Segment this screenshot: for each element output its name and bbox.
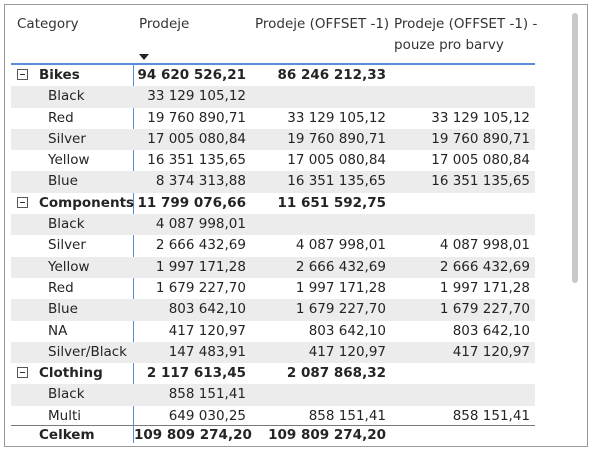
total-prodeje: 109 809 274,20	[134, 427, 252, 443]
prodeje-offset-cell: 2 087 868,32	[286, 365, 386, 382]
prodeje-offset-colors-cell: 417 120,97	[452, 343, 530, 360]
vertical-scrollbar[interactable]	[572, 13, 578, 283]
prodeje-offset-colors-cell: 17 005 080,84	[431, 152, 530, 169]
prodeje-cell: 1 679 227,70	[155, 279, 246, 296]
group-row[interactable]: Components 11 799 076,66 11 651 592,75	[11, 193, 535, 214]
table-row[interactable]: Black 33 129 105,12	[11, 86, 535, 108]
row-label: Red	[48, 279, 74, 296]
prodeje-cell: 16 351 135,65	[147, 152, 246, 169]
prodeje-offset-cell: 803 642,10	[308, 322, 386, 339]
collapse-minus-icon[interactable]	[17, 69, 28, 80]
prodeje-cell: 8 374 313,88	[155, 173, 246, 190]
row-label: Black	[48, 216, 85, 233]
row-label: Black	[48, 386, 85, 403]
prodeje-offset-colors-cell: 19 760 890,71	[431, 130, 530, 147]
prodeje-cell: 417 120,97	[168, 322, 246, 339]
table-row[interactable]: Black 858 151,41	[11, 384, 535, 406]
row-label: Multi	[48, 407, 81, 424]
prodeje-offset-cell: 17 005 080,84	[287, 152, 386, 169]
prodeje-offset-cell: 16 351 135,65	[287, 173, 386, 190]
prodeje-offset-colors-cell: 16 351 135,65	[431, 173, 530, 190]
row-label: Black	[48, 88, 85, 105]
table-row[interactable]: Silver/Black 147 483,91 417 120,97 417 120,…	[11, 341, 535, 364]
row-header-divider	[133, 65, 134, 443]
row-label: Silver	[48, 130, 86, 147]
table-row[interactable]: Silver 17 005 080,84 19 760 890,71 19 760 8…	[11, 128, 535, 151]
prodeje-offset-cell: 1 679 227,70	[295, 301, 386, 318]
row-label: Yellow	[48, 258, 90, 275]
prodeje-offset-cell: 33 129 105,12	[287, 109, 386, 126]
prodeje-offset-cell: 858 151,41	[308, 407, 386, 424]
prodeje-cell: 147 483,91	[168, 343, 246, 360]
collapse-minus-icon[interactable]	[17, 196, 28, 208]
prodeje-offset-cell: 86 246 212,33	[277, 67, 386, 83]
table-row[interactable]: Red 1 679 227,70 1 997 171,28 1 997 171,28	[11, 278, 535, 299]
prodeje-cell: 649 030,25	[168, 407, 246, 424]
prodeje-cell: 1 997 171,28	[155, 258, 246, 275]
prodeje-offset-colors-cell: 1 997 171,28	[439, 279, 530, 296]
table-row[interactable]: Black 4 087 998,01	[11, 214, 535, 236]
prodeje-cell: 2 666 432,69	[155, 237, 246, 254]
row-label: Silver	[48, 237, 86, 254]
row-label: Clothing	[39, 365, 103, 382]
column-header-prodeje-offset-colors[interactable]: Prodeje (OFFSET -1) - pouze pro barvy	[394, 16, 538, 53]
collapse-minus-icon[interactable]	[17, 367, 28, 379]
prodeje-cell: 94 620 526,21	[137, 67, 246, 83]
group-row[interactable]: Clothing 2 117 613,45 2 087 868,32	[11, 363, 535, 384]
table-row[interactable]: Blue 803 642,10 1 679 227,70 1 679 227,70	[11, 299, 535, 321]
prodeje-cell: 803 642,10	[168, 301, 246, 318]
prodeje-offset-colors-cell: 1 679 227,70	[439, 301, 530, 318]
table-row[interactable]: Red 19 760 890,71 33 129 105,12 33 129 105,…	[11, 108, 535, 129]
table-row[interactable]: NA 417 120,97 803 642,10 803 642,10	[11, 321, 535, 342]
prodeje-cell: 858 151,41	[168, 386, 246, 403]
prodeje-offset-cell: 19 760 890,71	[287, 130, 386, 147]
total-prodeje-offset: 109 809 274,20	[268, 427, 386, 443]
prodeje-offset-colors-cell: 2 666 432,69	[439, 258, 530, 275]
prodeje-offset-colors-cell: 858 151,41	[452, 407, 530, 424]
row-label: Yellow	[48, 152, 90, 169]
table-row[interactable]: Multi 649 030,25 858 151,41 858 151,41	[11, 406, 535, 427]
table-row[interactable]: Yellow 16 351 135,65 17 005 080,84 17 005 0…	[11, 150, 535, 171]
prodeje-offset-cell: 11 651 592,75	[277, 194, 386, 211]
table-row[interactable]: Blue 8 374 313,88 16 351 135,65 16 351 135,…	[11, 171, 535, 193]
prodeje-offset-cell: 417 120,97	[308, 343, 386, 360]
prodeje-cell: 33 129 105,12	[147, 88, 246, 105]
table-row[interactable]: Yellow 1 997 171,28 2 666 432,69 2 666 432,…	[11, 256, 535, 278]
row-label: Silver/Black	[48, 343, 127, 360]
prodeje-cell: 11 799 076,66	[137, 194, 246, 211]
total-row: Celkem 109 809 274,20 109 809 274,20	[11, 426, 535, 444]
column-header-category[interactable]: Category	[17, 16, 79, 32]
row-label: Red	[48, 109, 74, 126]
prodeje-cell: 4 087 998,01	[155, 216, 246, 233]
prodeje-offset-colors-cell: 33 129 105,12	[431, 109, 530, 126]
prodeje-cell: 2 117 613,45	[146, 365, 246, 382]
prodeje-cell: 19 760 890,71	[147, 109, 246, 126]
table-row[interactable]: Silver 2 666 432,69 4 087 998,01 4 087 998,…	[11, 235, 535, 256]
group-row[interactable]: Bikes 94 620 526,21 86 246 212,33	[11, 65, 535, 86]
prodeje-offset-colors-cell: 803 642,10	[452, 322, 530, 339]
prodeje-offset-cell: 4 087 998,01	[295, 237, 386, 254]
prodeje-offset-cell: 2 666 432,69	[295, 258, 386, 275]
row-label: NA	[48, 322, 68, 339]
header-divider	[11, 63, 535, 65]
prodeje-offset-colors-cell: 4 087 998,01	[439, 237, 530, 254]
prodeje-offset-cell: 1 997 171,28	[295, 279, 386, 296]
sort-descending-icon[interactable]	[139, 54, 149, 60]
row-label: Components	[39, 194, 135, 211]
row-label: Blue	[48, 173, 78, 190]
matrix-body: Bikes 94 620 526,21 86 246 212,33 Black 33 1…	[11, 65, 535, 427]
row-label: Bikes	[39, 67, 80, 83]
column-header-prodeje-offset[interactable]: Prodeje (OFFSET -1)	[255, 16, 390, 32]
total-divider	[11, 425, 535, 426]
matrix-visual: Category Prodeje Prodeje (OFFSET -1) Pro…	[4, 4, 588, 447]
total-label: Celkem	[39, 427, 95, 443]
row-label: Blue	[48, 301, 78, 318]
column-header-prodeje[interactable]: Prodeje	[139, 16, 190, 32]
prodeje-cell: 17 005 080,84	[147, 130, 246, 147]
